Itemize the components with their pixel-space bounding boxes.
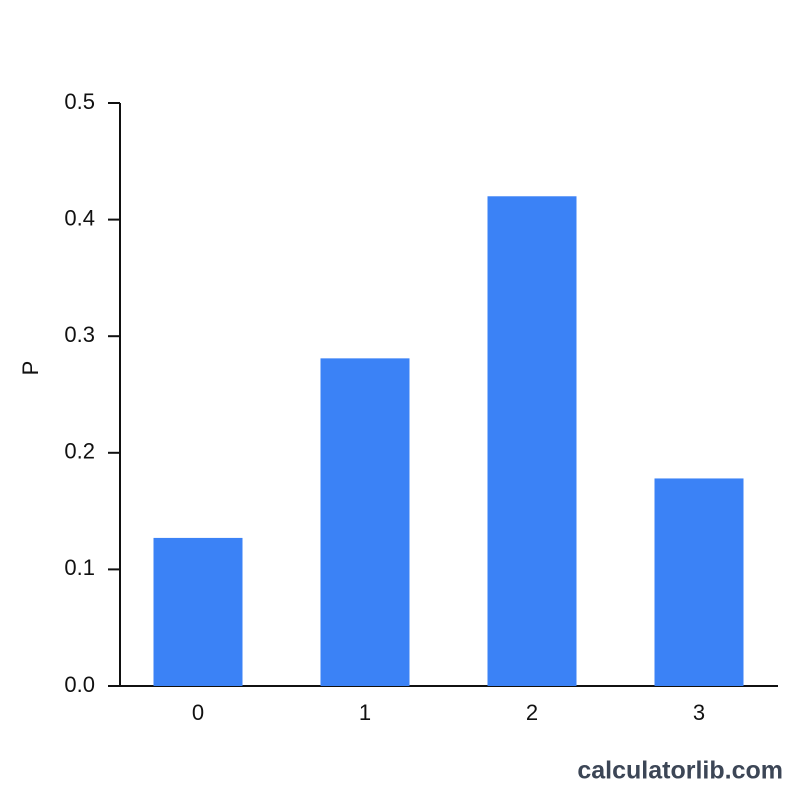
y-tick-label: 0.1 xyxy=(64,555,95,580)
watermark: calculatorlib.com xyxy=(577,757,783,785)
y-axis-label: P xyxy=(18,361,43,376)
y-tick-label: 0.4 xyxy=(64,205,95,230)
bar xyxy=(320,358,410,686)
bar xyxy=(487,196,577,686)
x-tick-label: 3 xyxy=(693,700,705,725)
bar xyxy=(153,537,243,686)
y-tick-label: 0.2 xyxy=(64,439,95,464)
bar xyxy=(654,478,744,686)
y-tick-label: 0.3 xyxy=(64,322,95,347)
x-tick-label: 1 xyxy=(359,700,371,725)
y-tick-label: 0.5 xyxy=(64,89,95,114)
x-tick-label: 0 xyxy=(192,700,204,725)
x-tick-label: 2 xyxy=(526,700,538,725)
y-tick-label: 0.0 xyxy=(64,672,95,697)
